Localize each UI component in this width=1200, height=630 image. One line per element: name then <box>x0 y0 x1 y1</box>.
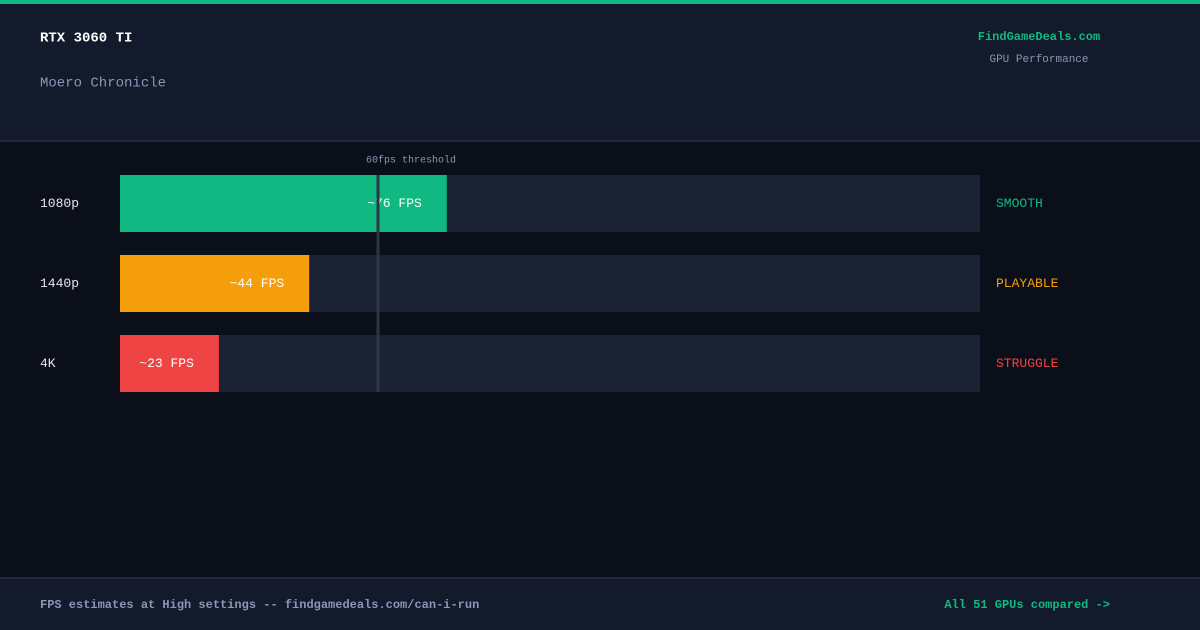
header-border <box>0 140 1200 142</box>
bar-track <box>120 335 980 392</box>
footer-border <box>0 577 1200 579</box>
rating-label: SMOOTH <box>996 196 1043 211</box>
accent-stripe <box>0 0 1200 4</box>
category-label: 1080p <box>40 196 79 211</box>
brand[interactable]: FindGameDeals.com <box>978 30 1100 44</box>
brand-subtitle: GPU Performance <box>989 54 1088 66</box>
chart: 1080p ~76 FPS SMOOTH 1440p ~44 FPS PLAYABLE 4K… <box>40 155 1059 392</box>
rating-label: PLAYABLE <box>996 276 1059 291</box>
category-label: 1440p <box>40 276 79 291</box>
subtitle: Moero Chronicle <box>40 76 166 92</box>
bar <box>120 175 447 232</box>
footer-panel <box>0 578 1200 630</box>
threshold-label: 60fps threshold <box>366 155 456 167</box>
value-label: ~23 FPS <box>139 356 194 371</box>
bar <box>120 335 219 392</box>
value-label: ~44 FPS <box>230 276 285 291</box>
header-panel <box>0 0 1200 141</box>
title: RTX 3060 TI <box>40 31 132 47</box>
value-label: ~76 FPS <box>367 196 422 211</box>
footer-note: FPS estimates at High settings -- findga… <box>40 598 479 612</box>
bar <box>120 255 310 312</box>
category-label: 4K <box>40 356 56 371</box>
footer-link[interactable]: All 51 GPUs compared -> <box>944 598 1110 612</box>
rating-label: STRUGGLE <box>996 356 1059 371</box>
